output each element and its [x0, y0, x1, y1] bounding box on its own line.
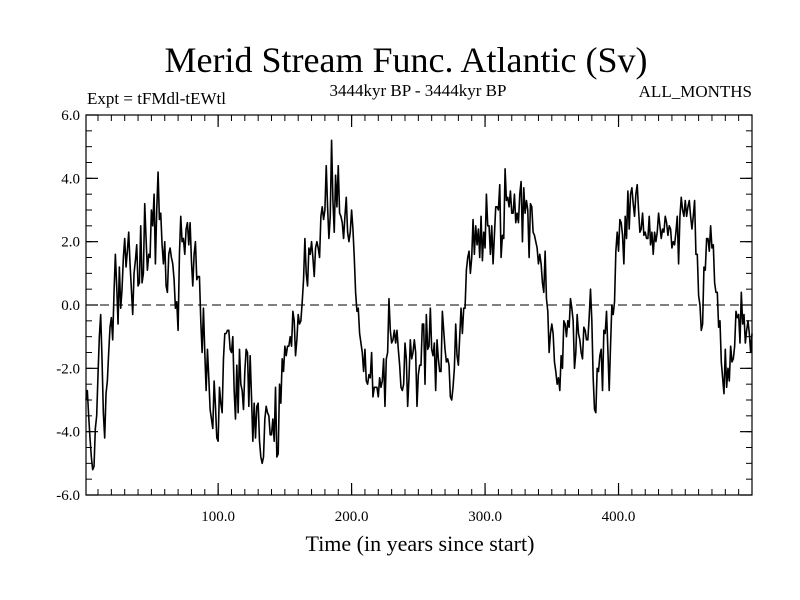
- y-tick-label: 4.0: [61, 171, 80, 187]
- period-label: 3444kyr BP - 3444kyr BP: [330, 81, 507, 100]
- x-tick-label: 100.0: [201, 509, 235, 525]
- series-line: [85, 139, 753, 471]
- months-label: ALL_MONTHS: [639, 82, 752, 101]
- y-tick-label: -2.0: [56, 361, 80, 377]
- experiment-label: Expt = tFMdl-tEWtl: [87, 89, 226, 108]
- y-tick-label: -6.0: [56, 488, 80, 504]
- x-axis-tick-labels: 100.0 200.0 300.0 400.0: [201, 509, 635, 525]
- y-axis-tick-labels: -6.0 -4.0 -2.0 0.0 2.0 4.0 6.0: [56, 108, 80, 504]
- y-tick-label: -4.0: [56, 425, 80, 441]
- y-tick-label: 0.0: [61, 298, 80, 314]
- y-tick-label: 6.0: [61, 108, 80, 124]
- x-tick-label: 400.0: [602, 509, 636, 525]
- chart-title: Merid Stream Func. Atlantic (Sv): [165, 40, 648, 80]
- x-axis-label: Time (in years since start): [306, 531, 535, 556]
- x-tick-label: 200.0: [335, 509, 369, 525]
- y-tick-label: 2.0: [61, 235, 80, 251]
- plot-area-frame: [85, 114, 753, 496]
- x-tick-label: 300.0: [468, 509, 502, 525]
